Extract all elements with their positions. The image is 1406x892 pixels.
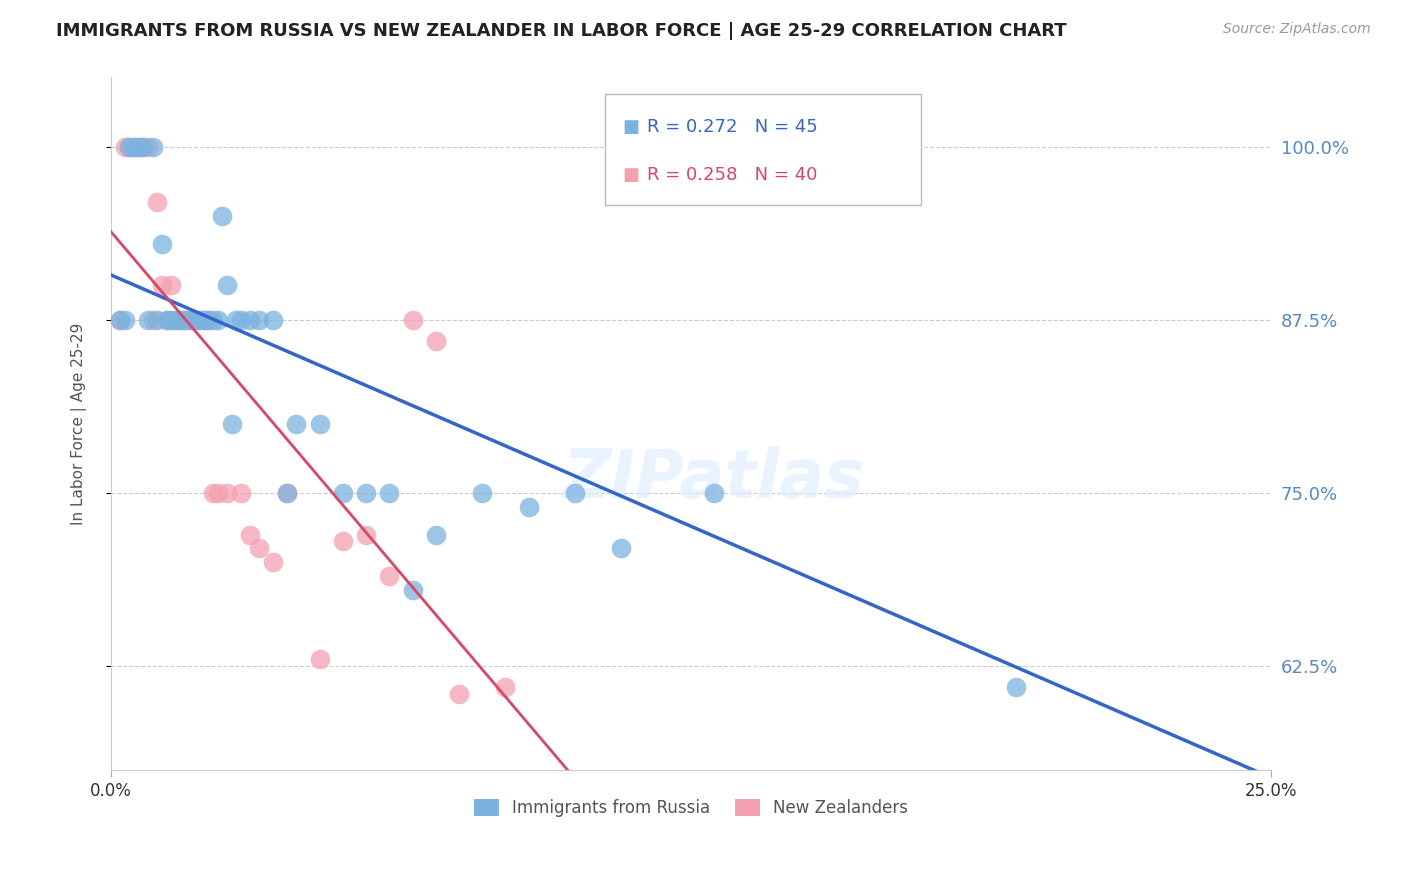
Point: [142, 139, 165, 153]
Point: [193, 313, 215, 327]
Text: ■: ■: [623, 166, 640, 184]
Point: [276, 486, 298, 500]
Point: [118, 139, 141, 153]
Point: [165, 313, 187, 327]
Point: [564, 486, 586, 500]
Point: [494, 680, 516, 694]
Point: [122, 139, 145, 153]
Point: [332, 534, 354, 549]
Point: [211, 209, 233, 223]
Point: [174, 313, 197, 327]
Point: [425, 527, 447, 541]
Point: [142, 313, 165, 327]
Point: [114, 313, 136, 327]
Point: [197, 313, 219, 327]
Text: Source: ZipAtlas.com: Source: ZipAtlas.com: [1223, 22, 1371, 37]
Point: [703, 486, 725, 500]
Point: [215, 278, 238, 293]
Point: [179, 313, 201, 327]
Point: [308, 652, 330, 666]
Point: [114, 139, 136, 153]
Point: [285, 417, 308, 431]
Point: [118, 139, 141, 153]
Point: [183, 313, 205, 327]
Point: [188, 313, 211, 327]
Point: [610, 541, 633, 556]
Point: [160, 278, 183, 293]
Point: [201, 486, 224, 500]
Point: [215, 486, 238, 500]
Legend: Immigrants from Russia, New Zealanders: Immigrants from Russia, New Zealanders: [467, 792, 915, 824]
Text: R = 0.272   N = 45: R = 0.272 N = 45: [647, 118, 817, 136]
Point: [132, 139, 155, 153]
Point: [179, 313, 201, 327]
Point: [128, 139, 150, 153]
Point: [378, 486, 401, 500]
Point: [169, 313, 191, 327]
Point: [150, 278, 173, 293]
Point: [332, 486, 354, 500]
Text: ■: ■: [623, 118, 640, 136]
Point: [197, 313, 219, 327]
Point: [239, 313, 262, 327]
Y-axis label: In Labor Force | Age 25-29: In Labor Force | Age 25-29: [72, 323, 87, 524]
Point: [155, 313, 177, 327]
Point: [749, 139, 772, 153]
Point: [262, 555, 284, 569]
Point: [517, 500, 540, 514]
Point: [425, 334, 447, 348]
Point: [132, 139, 155, 153]
Point: [221, 417, 243, 431]
Point: [247, 313, 270, 327]
Point: [155, 313, 177, 327]
Point: [262, 313, 284, 327]
Point: [308, 417, 330, 431]
Point: [225, 313, 247, 327]
Point: [239, 527, 262, 541]
Point: [247, 541, 270, 556]
Point: [354, 486, 377, 500]
Point: [150, 236, 173, 251]
Text: ZIPatlas: ZIPatlas: [564, 446, 865, 512]
Point: [207, 313, 229, 327]
Point: [108, 313, 131, 327]
Point: [160, 313, 183, 327]
Point: [146, 313, 169, 327]
Point: [276, 486, 298, 500]
Point: [165, 313, 187, 327]
Point: [169, 313, 191, 327]
Point: [122, 139, 145, 153]
Point: [201, 313, 224, 327]
Point: [136, 139, 159, 153]
Point: [136, 313, 159, 327]
Point: [401, 582, 423, 597]
Point: [229, 486, 252, 500]
Point: [146, 195, 169, 210]
Point: [378, 569, 401, 583]
Point: [207, 486, 229, 500]
Text: IMMIGRANTS FROM RUSSIA VS NEW ZEALANDER IN LABOR FORCE | AGE 25-29 CORRELATION C: IMMIGRANTS FROM RUSSIA VS NEW ZEALANDER …: [56, 22, 1067, 40]
Point: [183, 313, 205, 327]
Point: [354, 527, 377, 541]
Point: [471, 486, 494, 500]
Point: [229, 313, 252, 327]
Point: [1005, 680, 1028, 694]
Point: [193, 313, 215, 327]
Point: [401, 313, 423, 327]
Text: R = 0.258   N = 40: R = 0.258 N = 40: [647, 166, 817, 184]
Point: [188, 313, 211, 327]
Point: [447, 687, 470, 701]
Point: [128, 139, 150, 153]
Point: [108, 313, 131, 327]
Point: [174, 313, 197, 327]
